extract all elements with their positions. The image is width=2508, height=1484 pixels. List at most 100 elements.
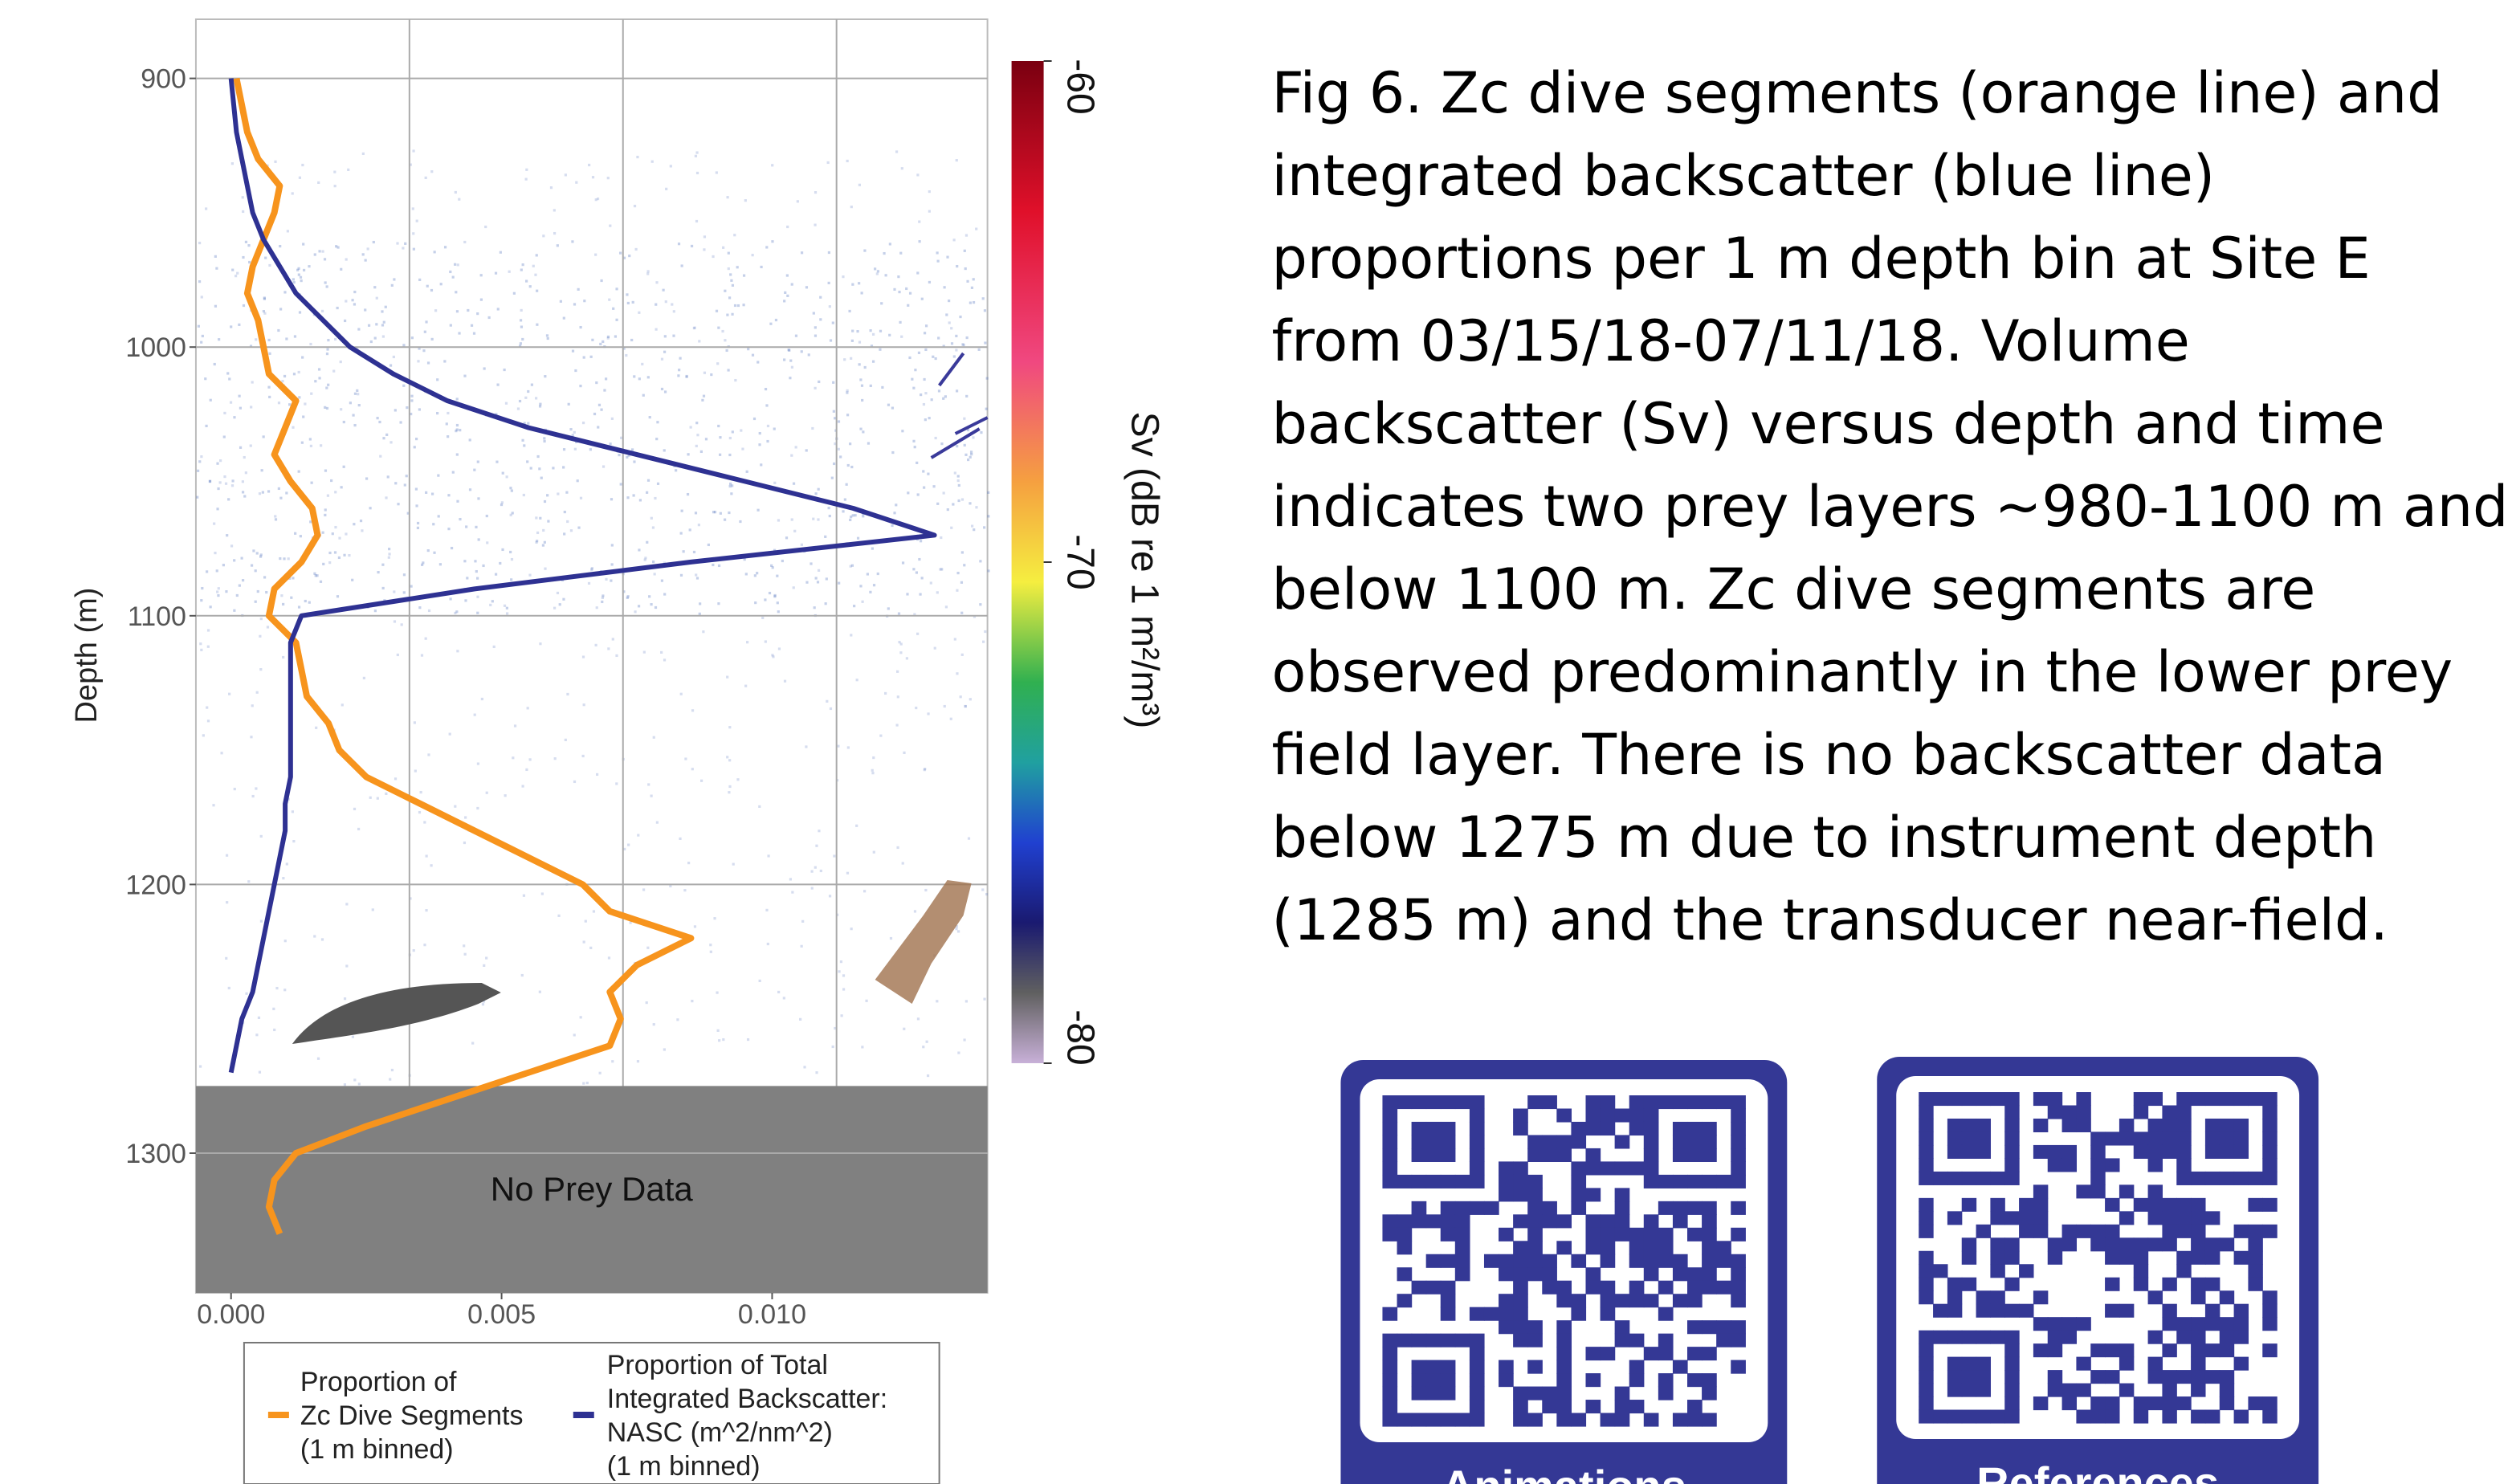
echo-speck (430, 864, 433, 867)
echo-speck (634, 610, 637, 614)
echo-speck (601, 596, 604, 599)
echo-speck (524, 177, 528, 181)
echo-speck (637, 834, 640, 837)
qr-module (1600, 1095, 1616, 1110)
qr-module (2019, 1197, 2034, 1212)
qr-module (1702, 1135, 1717, 1149)
qr-module (1585, 1148, 1601, 1162)
qr-module (1513, 1174, 1528, 1188)
echo-speck (381, 563, 385, 566)
echo-speck (243, 455, 246, 459)
qr-module (2004, 1211, 2020, 1225)
qr-module (1469, 1121, 1485, 1136)
echo-speck (576, 479, 579, 483)
qr-module (1382, 1095, 1398, 1110)
qr-module (1499, 1307, 1514, 1321)
qr-module (2204, 1237, 2220, 1252)
echo-speck (258, 1070, 262, 1074)
qr-module (2233, 1409, 2249, 1424)
echo-speck (382, 320, 385, 324)
qr-module (2076, 1383, 2091, 1397)
echo-speck (625, 353, 628, 357)
qr-module (1382, 1135, 1398, 1149)
echo-speck (829, 707, 833, 711)
echo-speck (794, 446, 797, 449)
echo-speck (231, 479, 234, 483)
echo-speck (521, 263, 524, 267)
legend-label: Proportion of Total Integrated Backscatte… (607, 1350, 887, 1482)
echo-speck (245, 992, 248, 995)
qr-module (1687, 1400, 1703, 1414)
echo-speck (579, 496, 583, 499)
qr-module (2076, 1409, 2091, 1424)
qr-module (1571, 1174, 1587, 1188)
qr-module (2219, 1171, 2235, 1185)
qr-module (2219, 1370, 2235, 1384)
echo-speck (430, 492, 434, 495)
echo-speck (464, 599, 467, 602)
echo-speck (826, 699, 829, 703)
qr-module (2262, 1343, 2278, 1358)
echo-speck (812, 517, 815, 520)
qr-module (1469, 1161, 1485, 1176)
caption-line: field layer. There is no backscatter dat… (1271, 722, 2385, 788)
qr-module (1947, 1356, 1963, 1371)
qr-module (1933, 1409, 1948, 1424)
echo-speck (539, 402, 542, 406)
echo-speck (827, 281, 830, 285)
echo-speck (787, 349, 790, 352)
echo-speck (389, 441, 393, 444)
qr-module (1571, 1201, 1587, 1215)
echo-speck (413, 721, 416, 724)
echo-speck (663, 658, 667, 662)
echo-speck (916, 632, 920, 635)
echo-speck (376, 797, 379, 800)
echo-speck (353, 807, 357, 811)
echo-speck (553, 606, 557, 610)
qr-module (2033, 1290, 2049, 1305)
echo-speck (436, 378, 439, 381)
qr-module (1454, 1241, 1470, 1255)
echo-speck (453, 263, 457, 266)
qr-module (1614, 1400, 1630, 1414)
echo-speck (543, 540, 546, 544)
echo-speck (406, 406, 409, 410)
echo-speck (509, 513, 512, 516)
qr-module (2147, 1118, 2163, 1133)
qr-module (1672, 1174, 1688, 1188)
echo-speck (792, 586, 795, 589)
echo-speck (862, 430, 865, 434)
qr-module (1961, 1237, 1977, 1252)
qr-module (1397, 1413, 1413, 1427)
echo-speck (559, 300, 562, 303)
echo-speck (899, 651, 903, 654)
echo-speck (758, 805, 761, 808)
echo-speck (959, 315, 962, 319)
echo-speck (247, 244, 251, 247)
echo-speck (476, 762, 480, 765)
echo-speck (858, 282, 861, 285)
echo-speck (827, 507, 830, 510)
echo-speck (695, 151, 699, 154)
echo-speck (573, 430, 576, 434)
echo-speck (309, 520, 312, 524)
echo-speck (575, 181, 578, 184)
qr-module (1687, 1347, 1703, 1361)
qr-module (2233, 1144, 2249, 1159)
echo-speck (353, 303, 357, 306)
qr-module (1600, 1413, 1616, 1427)
qr-module (1658, 1386, 1674, 1400)
echo-speck (850, 465, 854, 469)
qr-module (2191, 1197, 2206, 1212)
echo-speck (929, 581, 932, 585)
echo-speck (743, 558, 746, 561)
echo-speck (723, 518, 727, 521)
qr-module (2176, 1144, 2192, 1159)
echo-speck (983, 997, 986, 1001)
echo-speck (567, 402, 570, 406)
qr-module (1614, 1227, 1630, 1241)
echo-speck (348, 554, 351, 557)
echo-speck (956, 475, 960, 478)
echo-speck (736, 304, 740, 308)
echo-speck (536, 289, 539, 292)
